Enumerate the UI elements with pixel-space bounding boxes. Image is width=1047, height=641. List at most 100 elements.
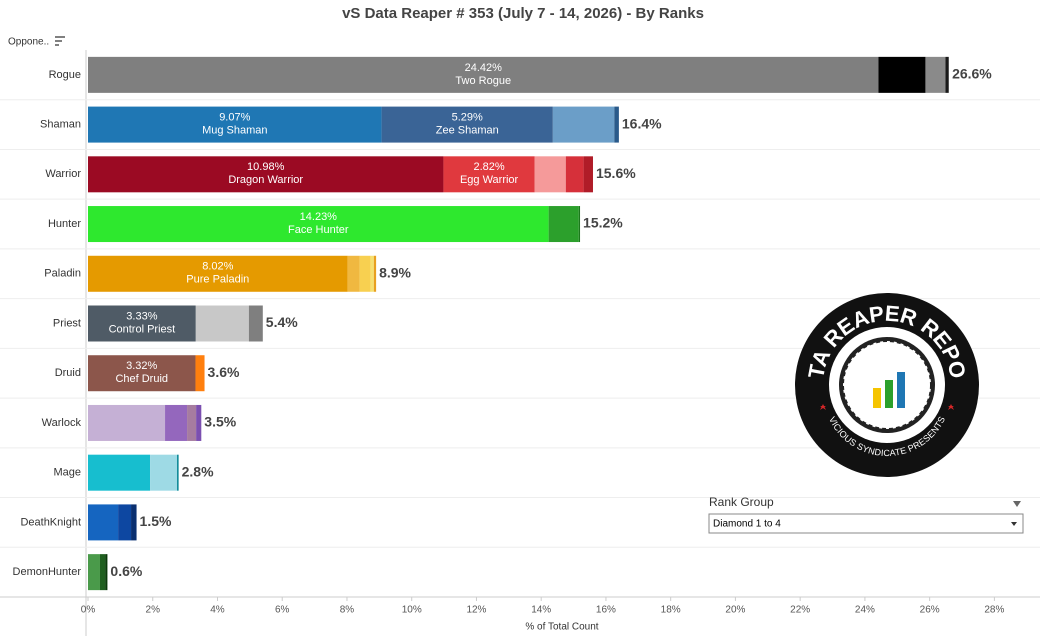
total-label: 5.4% <box>266 314 298 330</box>
filter-value: Diamond 1 to 4 <box>713 519 781 530</box>
segment-name: Face Hunter <box>288 224 349 236</box>
category-label: Druid <box>55 367 81 379</box>
total-label: 16.4% <box>622 115 662 131</box>
bar-segment <box>88 454 151 491</box>
category-label: Warlock <box>42 417 82 429</box>
bar-segment <box>88 206 549 243</box>
bar-segment <box>583 156 593 193</box>
x-tick-label: 26% <box>920 605 940 616</box>
total-label: 0.6% <box>110 563 142 579</box>
x-tick-label: 0% <box>81 605 96 616</box>
segment-name: Control Priest <box>109 323 176 335</box>
segment-name: Egg Warrior <box>460 174 519 186</box>
chart-title: vS Data Reaper # 353 (July 7 - 14, 2026)… <box>342 5 704 22</box>
x-tick-label: 2% <box>146 605 161 616</box>
category-label: Hunter <box>48 218 81 230</box>
filter-dropdown[interactable] <box>708 513 1024 534</box>
category-label: Priest <box>53 317 81 329</box>
filter-menu[interactable] <box>1013 501 1021 507</box>
x-tick-label: 8% <box>340 605 355 616</box>
bar-segment <box>381 106 553 143</box>
total-label: 15.2% <box>583 215 623 231</box>
segment-name: Dragon Warrior <box>228 174 303 186</box>
bar-segment <box>88 156 444 193</box>
bar-segment <box>131 504 137 541</box>
total-label: 15.6% <box>596 165 636 181</box>
x-tick-label: 16% <box>596 605 616 616</box>
bar-segment <box>99 554 106 591</box>
bar-segment <box>195 305 249 342</box>
segment-value-label: 24.42% <box>465 62 503 74</box>
x-tick-label: 6% <box>275 605 290 616</box>
filter-label: Rank Group <box>709 495 774 509</box>
bar-segment <box>187 404 197 441</box>
x-tick-label: 18% <box>661 605 681 616</box>
segment-value-label: 3.32% <box>126 360 157 372</box>
bar-segment <box>347 255 360 292</box>
segment-name: Mug Shaman <box>202 124 267 136</box>
x-tick-label: 10% <box>402 605 422 616</box>
bar-segment <box>578 206 581 243</box>
bar-segment <box>195 355 205 392</box>
total-label: 1.5% <box>140 513 172 529</box>
category-label: DeathKnight <box>20 516 81 528</box>
total-label: 2.8% <box>182 463 214 479</box>
category-label: DemonHunter <box>13 566 82 578</box>
segment-name: Two Rogue <box>455 75 511 87</box>
bar-segment <box>534 156 566 193</box>
bar-segment <box>88 255 348 292</box>
x-tick-label: 28% <box>984 605 1004 616</box>
bar-segment <box>548 206 579 243</box>
category-label: Rogue <box>49 69 81 81</box>
segment-value-label: 5.29% <box>452 111 483 123</box>
bar-segment <box>370 255 374 292</box>
segment-name: Pure Paladin <box>186 274 249 286</box>
total-label: 26.6% <box>952 66 992 82</box>
bar-segment <box>614 106 619 143</box>
category-label: Paladin <box>44 268 81 280</box>
x-axis-label: % of Total Count <box>525 622 598 633</box>
dropdown-arrow <box>1011 522 1017 526</box>
bar-segment <box>443 156 535 193</box>
category-label: Shaman <box>40 118 81 130</box>
bar-segment <box>165 404 188 441</box>
bar-segment <box>177 454 179 491</box>
bar-segment <box>878 56 926 93</box>
x-tick-label: 20% <box>725 605 745 616</box>
bar-segment <box>552 106 615 143</box>
segment-value-label: 10.98% <box>247 161 285 173</box>
total-label: 3.6% <box>208 364 240 380</box>
category-label: Mage <box>53 467 81 479</box>
segment-name: Chef Druid <box>115 373 168 385</box>
x-tick-label: 24% <box>855 605 875 616</box>
segment-value-label: 8.02% <box>202 261 233 273</box>
bar-segment <box>925 56 946 93</box>
x-tick-label: 22% <box>790 605 810 616</box>
sort-icon[interactable] <box>55 36 65 46</box>
bar-segment <box>150 454 178 491</box>
bar-segment <box>88 305 196 342</box>
x-tick-label: 12% <box>466 605 486 616</box>
bar-segment <box>88 56 879 93</box>
bar-segment <box>88 554 100 591</box>
bar-segment <box>565 156 584 193</box>
bar-segment <box>196 404 202 441</box>
bar-segment <box>373 255 377 292</box>
x-tick-label: 14% <box>531 605 551 616</box>
bar-segment <box>945 56 949 93</box>
bar-segment <box>105 554 108 591</box>
bar-segment <box>88 106 382 143</box>
bar-segment <box>88 504 119 541</box>
segment-value-label: 3.33% <box>126 310 157 322</box>
segment-name: Zee Shaman <box>436 124 499 136</box>
x-tick-label: 4% <box>210 605 225 616</box>
bar-segment <box>118 504 132 541</box>
row-header[interactable]: Oppone.. <box>8 37 49 48</box>
segment-value-label: 9.07% <box>219 111 250 123</box>
category-label: Warrior <box>45 168 81 180</box>
total-label: 3.5% <box>204 414 236 430</box>
bar-segment <box>88 404 166 441</box>
bar-segment <box>359 255 371 292</box>
total-label: 8.9% <box>379 264 411 280</box>
